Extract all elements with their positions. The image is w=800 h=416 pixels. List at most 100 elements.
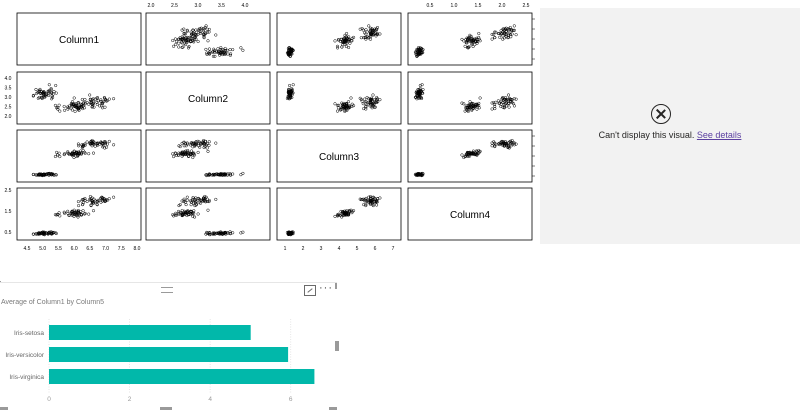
- scatter-point: [76, 200, 80, 204]
- scatter-point: [201, 29, 205, 33]
- scatter-point: [475, 40, 480, 44]
- scatter-point: [100, 106, 105, 110]
- resize-handle-bottom-left[interactable]: [0, 407, 8, 410]
- see-details-link[interactable]: See details: [696, 130, 742, 140]
- scatter-point: [182, 27, 186, 31]
- pairs-panel: [16, 71, 142, 125]
- drag-handle-icon[interactable]: [161, 287, 173, 293]
- scatter-point: [58, 109, 62, 113]
- scatter-point: [368, 201, 372, 205]
- scatter-point: [172, 44, 176, 48]
- scatter-point: [343, 106, 347, 110]
- scatter-point: [288, 231, 292, 236]
- scatter-point: [92, 105, 96, 109]
- scatter-point: [204, 24, 208, 28]
- scatter-point: [49, 88, 53, 92]
- scatter-point: [213, 172, 217, 176]
- resize-handle-bottom-right[interactable]: [329, 407, 337, 410]
- resize-handle-bottom[interactable]: [160, 407, 172, 410]
- bar-chart-visual[interactable]: ··· Average of Column1 by Column5 0 2 4 6 Ir…: [0, 281, 339, 410]
- scatter-point: [465, 39, 469, 44]
- top-tick-label: 2.5: [171, 3, 178, 9]
- scatter-point: [105, 198, 109, 202]
- bottom-tick-label: 1: [284, 246, 287, 252]
- scatter-point: [198, 141, 202, 145]
- scatter-point: [88, 198, 92, 202]
- scatter-point: [336, 106, 340, 110]
- scatter-point: [31, 93, 36, 97]
- scatter-point: [369, 33, 373, 37]
- scatter-point: [62, 210, 66, 214]
- scatter-point: [54, 173, 58, 177]
- scatter-point: [47, 93, 51, 98]
- scatter-point: [196, 139, 200, 143]
- scatter-point: [47, 90, 51, 94]
- scatter-point: [184, 151, 189, 155]
- resize-handle-top[interactable]: [0, 281, 1, 282]
- scatter-point: [506, 93, 511, 97]
- scatter-point: [193, 153, 197, 157]
- scatter-point: [34, 92, 38, 96]
- scatter-point: [460, 101, 464, 105]
- scatter-point: [372, 196, 377, 200]
- scatter-point: [375, 197, 380, 201]
- scatter-point: [506, 33, 511, 37]
- scatter-point: [96, 99, 100, 103]
- more-options-icon[interactable]: ···: [319, 282, 333, 294]
- scatter-point: [180, 41, 184, 45]
- scatter-point: [288, 46, 292, 50]
- scatter-point: [344, 102, 348, 106]
- scatter-point: [194, 34, 198, 38]
- bottom-tick-label: 5.0: [39, 246, 46, 252]
- scatter-point: [367, 201, 371, 205]
- scatter-point: [202, 36, 206, 40]
- pairs-panel: [145, 12, 271, 66]
- scatter-point: [197, 28, 201, 32]
- scatter-point: [336, 213, 340, 217]
- scatter-point: [219, 231, 223, 236]
- scatter-point: [504, 29, 509, 33]
- scatter-point: [368, 99, 372, 103]
- scatter-point: [288, 83, 292, 88]
- scatter-point: [67, 213, 71, 217]
- scatter-point: [74, 151, 78, 155]
- scatter-point: [219, 173, 223, 177]
- scatter-point: [350, 210, 354, 214]
- scatter-point: [350, 102, 354, 106]
- scatter-point: [339, 209, 343, 213]
- scatter-point: [79, 210, 83, 214]
- top-tick-label: 3.0: [195, 3, 202, 9]
- scatter-point: [99, 98, 103, 102]
- scatter-point: [180, 37, 184, 41]
- scatter-point: [221, 232, 225, 236]
- scatter-point: [239, 46, 243, 50]
- scatter-point: [47, 231, 51, 235]
- focus-mode-icon[interactable]: [304, 285, 316, 296]
- scatter-point: [38, 173, 42, 177]
- scatter-point: [468, 106, 473, 110]
- pairs-panel: [16, 187, 142, 241]
- scatter-point: [91, 209, 96, 213]
- scatter-point: [194, 140, 198, 144]
- scatter-point: [105, 99, 109, 103]
- scatter-point: [510, 32, 514, 36]
- scatter-point: [471, 151, 475, 155]
- bottom-tick-label: 3: [320, 246, 323, 252]
- resize-handle-top-right[interactable]: [335, 283, 337, 289]
- scatter-point: [216, 47, 220, 51]
- scatter-point: [77, 144, 81, 148]
- scatter-point: [507, 146, 511, 150]
- scatter-point: [369, 198, 373, 202]
- scatter-point: [219, 52, 223, 56]
- scatter-point: [416, 94, 420, 98]
- x-tick-label: 4: [208, 396, 212, 403]
- scatter-point: [88, 93, 92, 97]
- scatter-point: [290, 230, 294, 234]
- scatter-point: [507, 102, 511, 106]
- scatter-point: [217, 231, 222, 235]
- scatter-point: [471, 104, 475, 108]
- scatter-point: [191, 28, 195, 32]
- scatter-point: [463, 155, 467, 159]
- resize-handle-right[interactable]: [335, 341, 339, 351]
- scatter-point: [363, 31, 367, 35]
